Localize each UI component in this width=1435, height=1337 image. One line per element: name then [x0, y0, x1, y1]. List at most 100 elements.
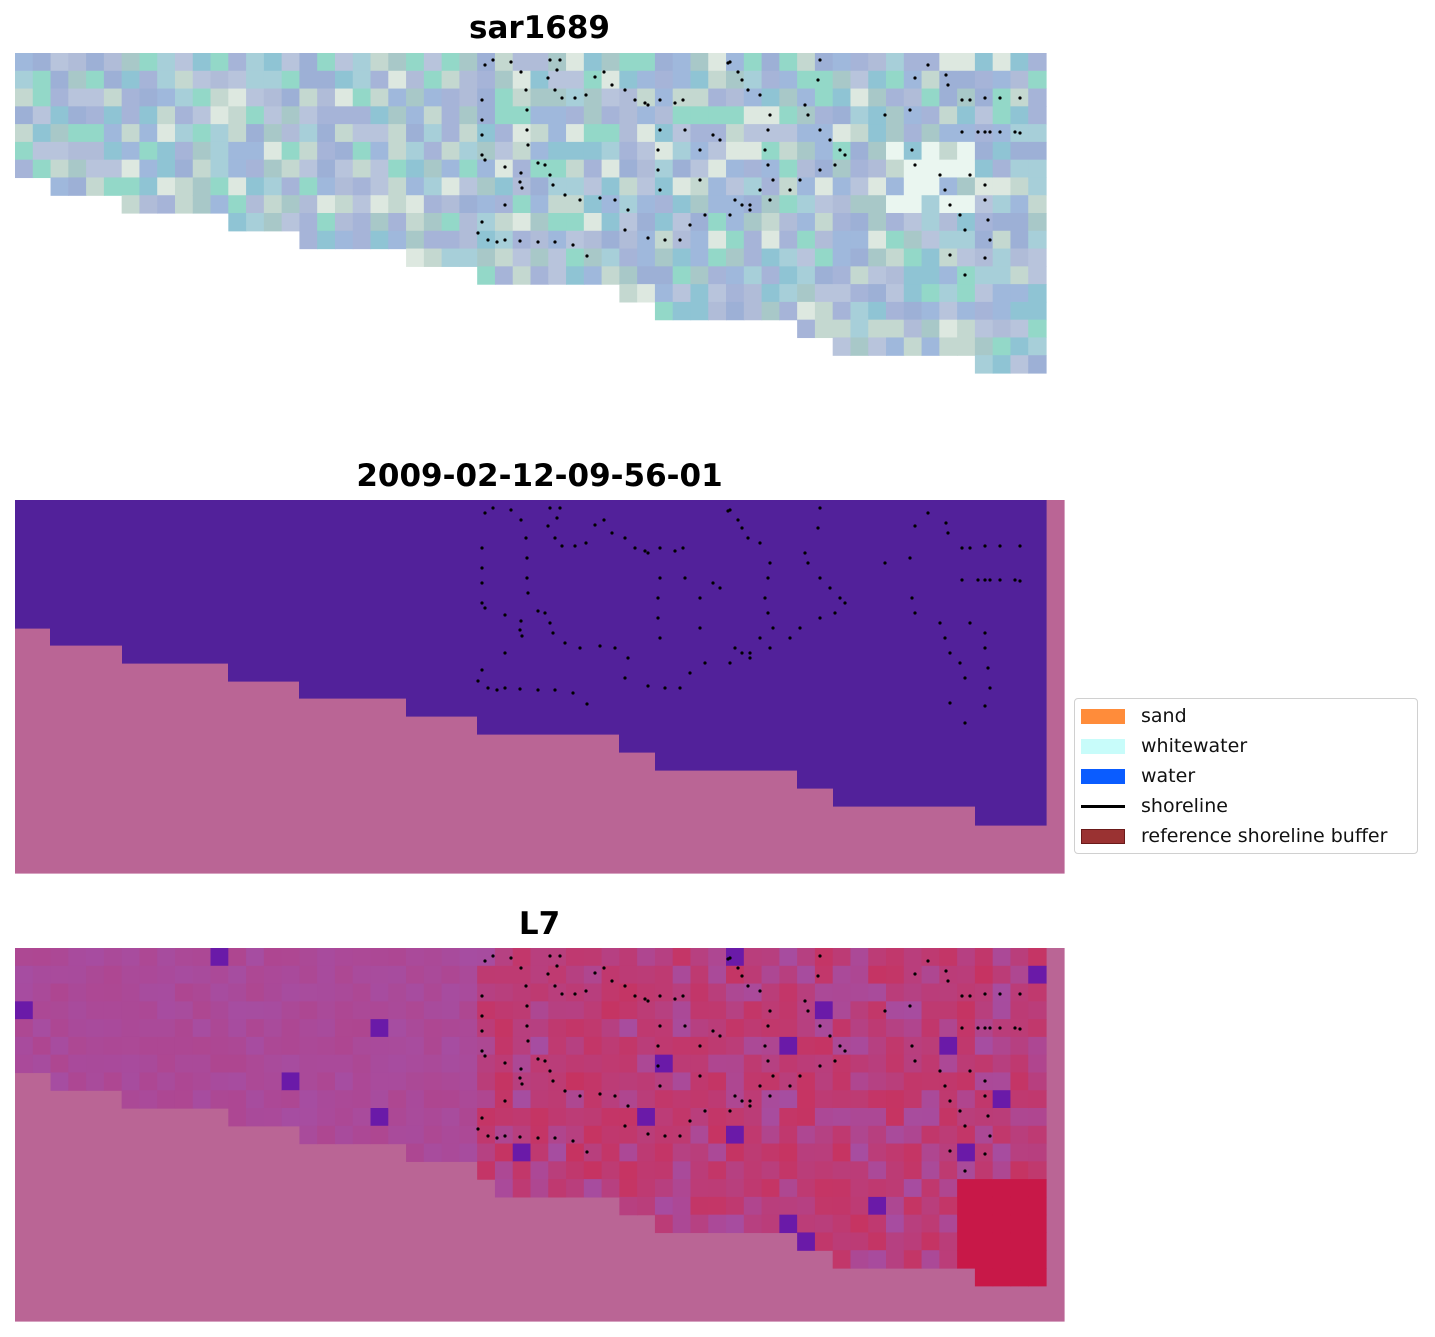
index-pixel: [708, 1019, 727, 1038]
index-pixel: [619, 1108, 638, 1127]
index-pixel: [530, 948, 549, 967]
index-pixel: [886, 948, 905, 967]
shoreline-point: [585, 254, 589, 258]
image-pixel: [637, 195, 656, 214]
image-pixel: [761, 213, 780, 232]
image-pixel: [637, 53, 656, 72]
image-pixel: [743, 177, 763, 196]
index-pixel: [814, 1054, 834, 1074]
image-pixel: [814, 301, 834, 321]
shoreline-point: [998, 578, 1002, 582]
index-pixel: [974, 1108, 994, 1127]
index-pixel: [726, 1196, 745, 1216]
image-pixel: [797, 141, 816, 161]
index-pixel: [957, 1196, 976, 1216]
image-pixel: [1010, 284, 1029, 303]
index-pixel: [512, 948, 532, 967]
image-pixel: [832, 106, 852, 125]
index-pixel: [797, 1196, 816, 1216]
image-pixel: [939, 124, 958, 143]
index-pixel: [921, 1054, 940, 1074]
index-pixel: [1010, 1196, 1029, 1216]
image-pixel: [86, 106, 105, 125]
index-pixel: [672, 1196, 692, 1216]
index-pixel: [210, 1001, 229, 1020]
index-pixel: [281, 965, 301, 985]
index-pixel: [157, 1036, 176, 1056]
index-pixel: [850, 1001, 869, 1020]
index-pixel: [619, 1001, 638, 1020]
image-pixel: [726, 177, 745, 196]
image-pixel: [637, 159, 656, 179]
image-pixel: [868, 159, 887, 179]
index-pixel: [192, 1036, 212, 1056]
index-pixel: [850, 965, 869, 985]
index-pixel: [50, 1001, 69, 1020]
image-pixel: [921, 195, 940, 214]
index-pixel: [672, 1090, 692, 1109]
image-pixel: [459, 195, 478, 214]
index-pixel: [370, 1072, 389, 1091]
index-pixel: [423, 965, 443, 985]
index-pixel: [512, 1019, 532, 1038]
index-pixel: [921, 1125, 940, 1145]
image-pixel: [850, 213, 869, 232]
image-pixel: [157, 159, 176, 179]
index-pixel: [530, 1108, 549, 1127]
index-pixel: [423, 1143, 443, 1162]
shoreline-point: [663, 238, 667, 242]
image-pixel: [957, 53, 976, 72]
image-pixel: [992, 213, 1012, 232]
image-pixel: [690, 53, 709, 72]
image-pixel: [850, 301, 869, 321]
index-pixel: [317, 965, 336, 985]
image-pixel: [672, 230, 692, 250]
shoreline-point: [913, 76, 917, 80]
shoreline-point: [746, 88, 750, 92]
index-pixel: [654, 965, 674, 985]
index-pixel: [974, 1268, 994, 1287]
index-pixel: [299, 1019, 318, 1038]
image-pixel: [334, 70, 354, 90]
shoreline-point: [626, 656, 630, 660]
shoreline-point: [758, 541, 762, 545]
image-pixel: [192, 159, 212, 179]
shoreline-point: [763, 148, 767, 152]
image-pixel: [317, 213, 336, 232]
image-pixel: [210, 88, 229, 107]
image-pixel: [441, 230, 460, 250]
index-pixel: [566, 1108, 585, 1127]
image-pixel: [619, 195, 638, 214]
image-pixel: [86, 70, 105, 90]
image-pixel: [50, 177, 69, 196]
index-pixel: [352, 983, 372, 1002]
shoreline-point: [806, 561, 810, 565]
image-pixel: [992, 106, 1012, 125]
index-pixel: [423, 1036, 443, 1056]
index-pixel: [797, 1072, 816, 1091]
index-pixel: [637, 1054, 656, 1074]
image-pixel: [654, 53, 674, 72]
index-pixel: [246, 1054, 265, 1074]
index-pixel: [939, 1072, 958, 1091]
index-pixel: [868, 948, 887, 967]
index-pixel: [637, 1143, 656, 1162]
index-pixel: [441, 983, 460, 1002]
image-pixel: [388, 230, 407, 250]
image-pixel: [708, 266, 727, 285]
image-pixel: [672, 284, 692, 303]
index-pixel: [797, 1179, 816, 1198]
image-pixel: [832, 266, 852, 285]
shoreline-point: [968, 173, 972, 177]
index-pixel: [174, 948, 194, 967]
index-pixel: [423, 1054, 443, 1074]
index-pixel: [583, 983, 603, 1002]
index-pixel: [423, 1125, 443, 1145]
image-pixel: [654, 177, 674, 196]
shoreline-point: [748, 203, 752, 207]
image-pixel: [494, 213, 514, 232]
index-pixel: [797, 1036, 816, 1056]
image-pixel: [477, 230, 496, 250]
index-pixel: [992, 1214, 1012, 1234]
shoreline-point: [818, 616, 822, 620]
